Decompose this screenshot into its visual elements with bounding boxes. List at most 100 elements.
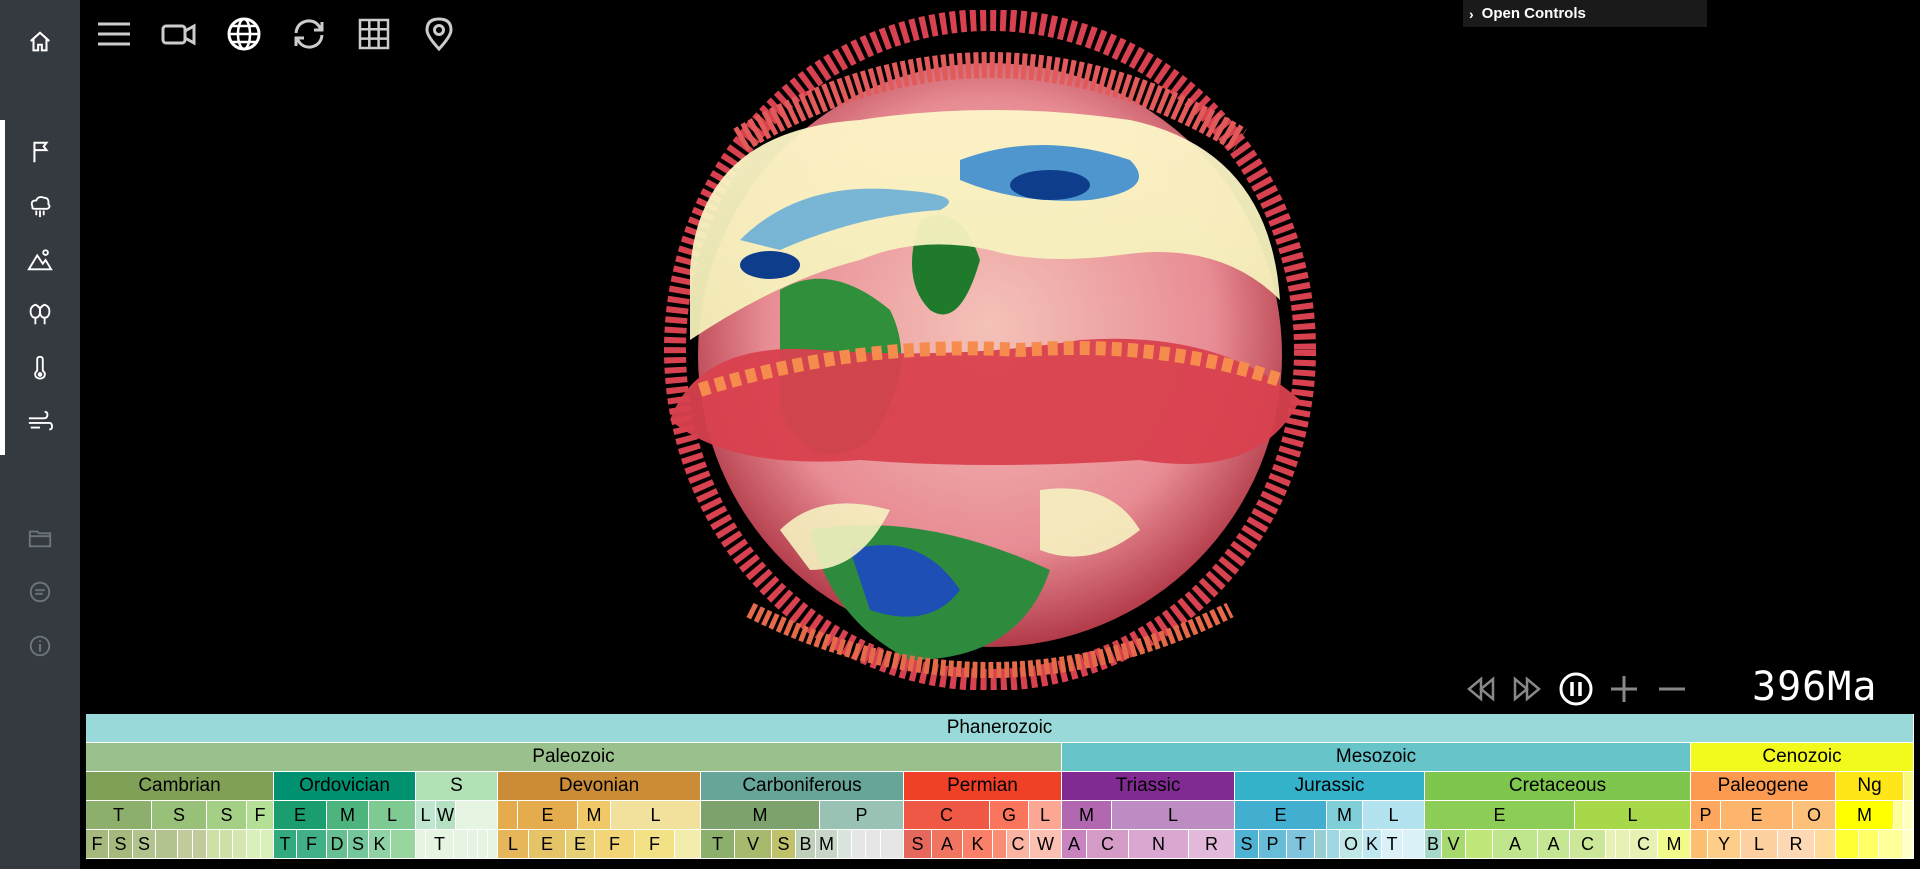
sidebar-folder-button[interactable] <box>0 516 80 560</box>
timeline-unit[interactable]: E <box>518 801 578 830</box>
timeline-unit[interactable] <box>454 830 468 859</box>
timeline-unit[interactable] <box>1327 830 1340 859</box>
timeline-unit[interactable]: Cretaceous <box>1425 772 1691 801</box>
timeline-unit[interactable] <box>156 830 178 859</box>
timeline-unit[interactable]: O <box>1793 801 1836 830</box>
timeline-unit[interactable]: C <box>904 801 990 830</box>
timeline-unit[interactable]: Devonian <box>498 772 701 801</box>
timeline-unit[interactable]: K <box>369 830 391 859</box>
timeline-unit[interactable] <box>1859 830 1879 859</box>
timeline-unit[interactable] <box>993 830 1007 859</box>
timeline-unit[interactable]: M <box>701 801 820 830</box>
timeline-unit[interactable]: E <box>529 830 566 859</box>
timeline-unit[interactable]: T <box>701 830 735 859</box>
refresh-button[interactable] <box>287 14 331 54</box>
timeline-unit[interactable]: C <box>1570 830 1606 859</box>
timeline-unit[interactable] <box>220 830 233 859</box>
paleo-globe-viewport[interactable] <box>660 9 1320 691</box>
timeline-unit[interactable]: C <box>1087 830 1129 859</box>
timeline-unit[interactable]: L <box>1363 801 1425 830</box>
fast-forward-button[interactable] <box>1508 669 1548 709</box>
timeline-unit[interactable] <box>1466 830 1493 859</box>
timeline-unit[interactable] <box>488 830 498 859</box>
timeline-unit[interactable]: P <box>1691 801 1721 830</box>
timeline-unit[interactable]: M <box>578 801 611 830</box>
timeline-unit[interactable] <box>852 830 866 859</box>
timeline-unit[interactable]: G <box>990 801 1029 830</box>
timeline-unit[interactable]: T <box>86 801 152 830</box>
timeline-unit[interactable] <box>1815 830 1836 859</box>
timeline-unit[interactable] <box>233 830 247 859</box>
timeline-unit[interactable]: A <box>1493 830 1538 859</box>
timeline-unit[interactable] <box>838 830 852 859</box>
timeline-unit[interactable]: S <box>152 801 207 830</box>
open-controls-button[interactable]: › Open Controls <box>1463 0 1707 27</box>
timeline-unit[interactable]: T <box>426 830 454 859</box>
timeline-unit[interactable] <box>866 830 881 859</box>
sidebar-trees-button[interactable] <box>0 292 80 336</box>
sidebar-home-button[interactable] <box>0 20 80 64</box>
timeline-unit[interactable]: M <box>1658 830 1691 859</box>
timeline-unit[interactable]: L <box>1575 801 1691 830</box>
sidebar-mountains-button[interactable] <box>0 238 80 282</box>
sidebar-rain-cloud-button[interactable] <box>0 184 80 228</box>
minus-button[interactable] <box>1652 669 1692 709</box>
timeline-unit[interactable] <box>207 830 220 859</box>
timeline-unit[interactable]: S <box>416 772 498 801</box>
timeline-unit[interactable]: T <box>1287 830 1315 859</box>
timeline-unit[interactable]: Permian <box>904 772 1062 801</box>
timeline-unit[interactable]: T <box>1382 830 1403 859</box>
timeline-unit[interactable]: F <box>635 830 675 859</box>
timeline-unit[interactable]: Carboniferous <box>701 772 904 801</box>
timeline-unit[interactable]: S <box>109 830 133 859</box>
timeline-unit[interactable]: A <box>1062 830 1087 859</box>
timeline-unit[interactable] <box>1904 830 1914 859</box>
timeline-unit[interactable]: S <box>772 830 796 859</box>
timeline-unit[interactable] <box>1616 830 1630 859</box>
timeline-unit[interactable]: S <box>1235 830 1259 859</box>
timeline-unit[interactable]: P <box>820 801 904 830</box>
timeline-unit[interactable]: K <box>1363 830 1382 859</box>
menu-button[interactable] <box>92 14 136 54</box>
sidebar-flag-button[interactable] <box>0 130 80 174</box>
timeline-unit[interactable] <box>247 830 261 859</box>
timeline-unit[interactable]: C <box>1630 830 1658 859</box>
timeline-unit[interactable] <box>1691 830 1708 859</box>
timeline-unit[interactable]: A <box>932 830 963 859</box>
timeline-unit[interactable]: P <box>1259 830 1287 859</box>
sidebar-wind-button[interactable] <box>0 400 80 444</box>
timeline-unit[interactable] <box>1836 830 1859 859</box>
timeline-unit[interactable]: W <box>436 801 456 830</box>
timeline-unit[interactable]: Ordovician <box>274 772 416 801</box>
timeline-unit[interactable] <box>261 830 274 859</box>
timeline-unit[interactable] <box>456 801 498 830</box>
timeline-unit[interactable]: M <box>327 801 369 830</box>
timeline-unit[interactable] <box>1904 772 1914 801</box>
timeline-unit[interactable] <box>1894 801 1904 830</box>
timeline-unit[interactable]: S <box>133 830 156 859</box>
timeline-unit[interactable]: C <box>1007 830 1030 859</box>
timeline-unit[interactable]: S <box>904 830 932 859</box>
timeline-unit[interactable]: Phanerozoic <box>86 714 1914 743</box>
timeline-unit[interactable]: V <box>735 830 772 859</box>
timeline-unit[interactable]: E <box>1721 801 1793 830</box>
timeline-unit[interactable] <box>1606 830 1616 859</box>
timeline-unit[interactable]: B <box>796 830 816 859</box>
timeline-unit[interactable] <box>391 830 416 859</box>
timeline-unit[interactable]: M <box>1062 801 1112 830</box>
timeline-unit[interactable]: L <box>416 801 436 830</box>
timeline-unit[interactable]: K <box>963 830 993 859</box>
timeline-unit[interactable]: T <box>274 830 297 859</box>
timeline-unit[interactable]: Ng <box>1836 772 1904 801</box>
timeline-unit[interactable]: N <box>1129 830 1189 859</box>
timeline-unit[interactable]: Paleozoic <box>86 743 1062 772</box>
camera-button[interactable] <box>157 14 201 54</box>
timeline-unit[interactable] <box>193 830 207 859</box>
sidebar-info-button[interactable] <box>0 624 80 668</box>
timeline-unit[interactable]: Mesozoic <box>1062 743 1691 772</box>
timeline-unit[interactable]: Cambrian <box>86 772 274 801</box>
timeline-unit[interactable]: E <box>1425 801 1575 830</box>
timeline-unit[interactable]: Paleogene <box>1691 772 1836 801</box>
timeline-unit[interactable]: O <box>1340 830 1363 859</box>
timeline-unit[interactable] <box>1904 801 1914 830</box>
